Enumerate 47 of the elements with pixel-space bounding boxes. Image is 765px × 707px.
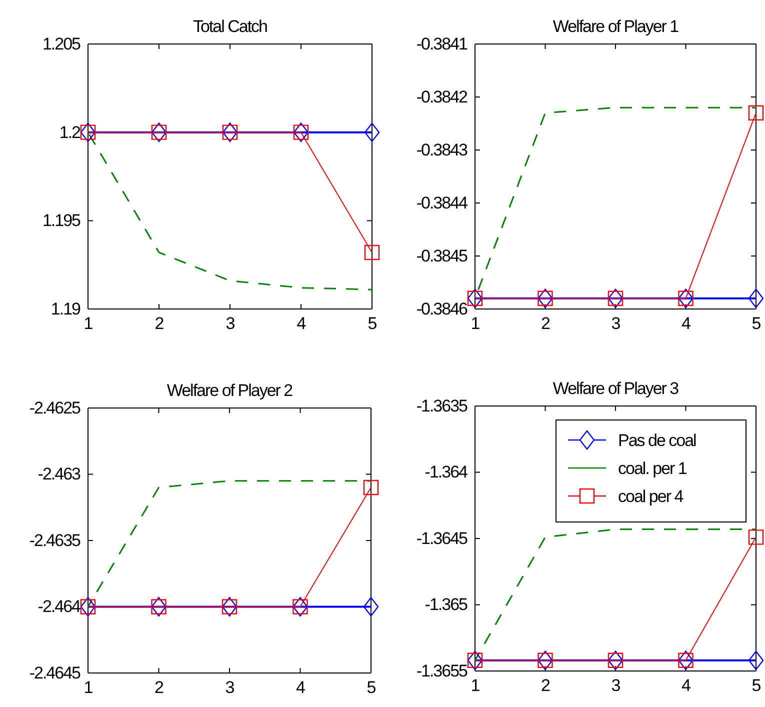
x-tick-label: 4 — [682, 314, 691, 334]
x-tick-label: 2 — [154, 314, 164, 334]
chart-title: Total Catch — [192, 17, 268, 36]
x-tick-label: 3 — [226, 314, 235, 334]
y-tick-label: -1.365 — [424, 595, 468, 614]
y-tick-label: -2.463 — [38, 464, 81, 484]
chart-title: Welfare of Player 2 — [166, 381, 293, 400]
x-tick-label: 5 — [366, 678, 376, 698]
x-tick-label: 1 — [470, 676, 480, 696]
legend-label: coal per 4 — [618, 487, 684, 506]
y-tick-label: -2.4625 — [29, 398, 81, 418]
y-tick-label: -0.3845 — [416, 246, 468, 266]
chart-title: Welfare of Player 1 — [552, 17, 679, 36]
y-tick-label: 1.2 — [59, 122, 81, 142]
x-tick-label: 2 — [154, 678, 164, 698]
x-tick-label: 5 — [752, 314, 761, 334]
y-tick-label: -0.3841 — [416, 34, 468, 54]
x-tick-label: 2 — [541, 676, 550, 696]
y-tick-label: -2.4645 — [29, 663, 81, 682]
legend-label: Pas de coal — [618, 431, 696, 450]
y-tick-label: 1.19 — [50, 299, 81, 318]
x-tick-label: 4 — [296, 314, 306, 334]
y-tick-label: -1.364 — [424, 462, 468, 482]
y-tick-label: -0.3842 — [416, 87, 468, 106]
x-tick-label: 5 — [368, 314, 377, 334]
x-tick-label: 1 — [84, 314, 93, 334]
x-tick-label: 4 — [296, 678, 306, 698]
y-tick-label: 1.195 — [42, 211, 81, 230]
x-tick-label: 5 — [752, 676, 761, 696]
x-tick-label: 3 — [225, 678, 234, 698]
x-tick-label: 2 — [541, 314, 550, 334]
y-tick-label: -1.3645 — [416, 528, 468, 548]
y-tick-label: -2.464 — [38, 597, 81, 616]
y-tick-label: -0.3843 — [416, 140, 468, 160]
y-tick-label: -0.3846 — [416, 299, 468, 318]
x-tick-label: 3 — [611, 314, 620, 334]
x-tick-label: 4 — [682, 676, 691, 696]
y-tick-label: -1.3655 — [416, 661, 468, 680]
x-tick-label: 1 — [84, 678, 93, 698]
x-tick-label: 3 — [611, 676, 620, 696]
chart-title: Welfare of Player 3 — [552, 379, 679, 398]
y-tick-label: 1.205 — [42, 34, 81, 54]
y-tick-label: -0.3844 — [416, 193, 468, 212]
y-tick-label: -2.4635 — [29, 530, 81, 550]
legend-label: coal. per 1 — [618, 459, 687, 478]
y-tick-label: -1.3635 — [416, 396, 468, 416]
x-tick-label: 1 — [470, 314, 480, 334]
